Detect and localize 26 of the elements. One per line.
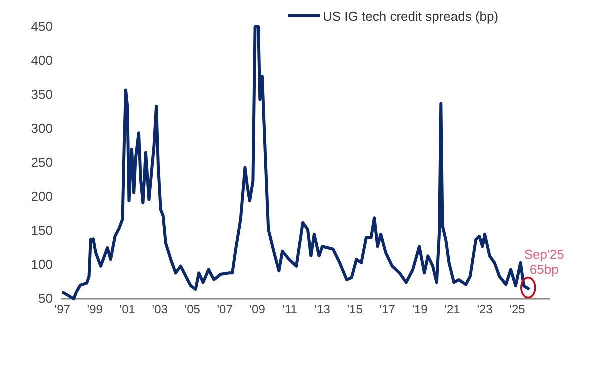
y-tick-label: 200 [31, 189, 53, 204]
x-tick-label: '11 [282, 302, 298, 317]
y-tick-label: 250 [31, 155, 53, 170]
x-tick-label: '17 [380, 302, 396, 317]
y-tick-label: 100 [31, 257, 53, 272]
x-tick-label: '99 [87, 302, 104, 317]
x-tick-label: '21 [444, 302, 461, 317]
x-tick-label: '25 [510, 302, 526, 317]
x-tick-label: '09 [250, 302, 266, 317]
y-tick-label: 400 [31, 53, 53, 68]
y-tick-label: 450 [31, 19, 53, 34]
y-tick-label: 350 [31, 87, 53, 102]
annotation: Sep'25 65bp [524, 246, 564, 277]
x-tick-label: '19 [412, 302, 428, 317]
x-tick-label: '15 [347, 302, 364, 317]
x-tick-label: '05 [184, 302, 201, 317]
x-tick-label: '07 [217, 302, 234, 317]
legend-label: US IG tech credit spreads (bp) [323, 9, 499, 24]
x-tick-label: '97 [54, 302, 71, 317]
x-tick-label: '23 [477, 302, 494, 317]
y-tick-label: 300 [31, 121, 53, 136]
x-tick-label: '03 [152, 302, 168, 317]
y-tick-label: 150 [31, 223, 53, 238]
y-tick-label: 50 [38, 291, 53, 306]
x-tick-label: '13 [314, 302, 331, 317]
x-tick-label: '01 [120, 302, 136, 317]
